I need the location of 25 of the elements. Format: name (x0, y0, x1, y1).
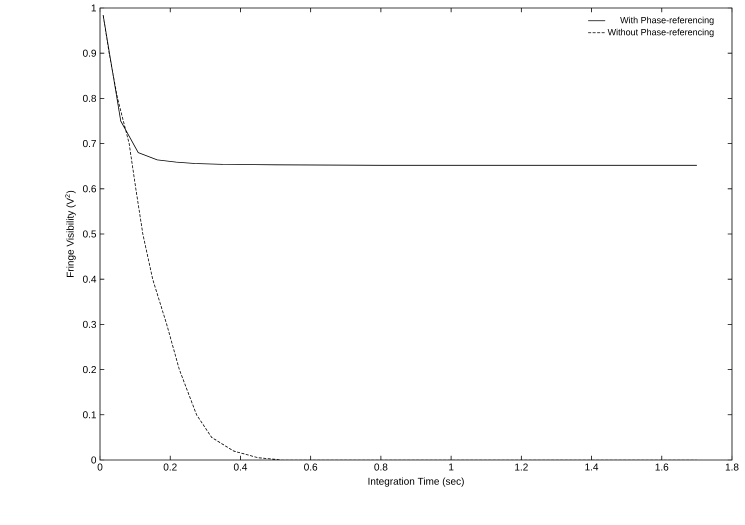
x-tick-label: 0.4 (234, 464, 248, 471)
y-tick-label: 0.8 (82, 94, 96, 102)
y-tick-label: 0.6 (82, 185, 96, 192)
x-tick-label: 0 (98, 464, 102, 471)
y-tick-label: 0.1 (82, 411, 96, 418)
x-tick-label: 0.2 (164, 464, 177, 471)
x-tick-label: 0.8 (374, 464, 388, 471)
x-tick-label: 1.8 (726, 464, 739, 471)
y-tick-label: 0.9 (82, 50, 96, 57)
y-tick-label: 0.2 (82, 366, 96, 374)
y-axis-title: Fringe Visibility (V$^{2}$) (65, 190, 76, 277)
y-tick-label: 0 (91, 456, 96, 464)
legend-label: With Phase-referencing (620, 16, 714, 26)
x-tick-label: 1.6 (656, 464, 668, 471)
y-tick-label: 0.4 (82, 276, 96, 283)
legend-label: Without Phase-referencing (608, 28, 714, 38)
x-tick-label: 0.6 (304, 464, 318, 471)
y-tick-label: 0.7 (82, 140, 96, 148)
x-tick-label: 1 (449, 464, 454, 470)
y-tick-label: 0.3 (82, 320, 96, 328)
x-axis-title: Integration Time (sec) (368, 477, 464, 487)
y-tick-label: 1 (92, 4, 96, 12)
x-tick-label: 1.4 (585, 464, 598, 470)
x-tick-label: 1.2 (515, 464, 528, 470)
y-tick-label: 0.5 (82, 230, 96, 238)
